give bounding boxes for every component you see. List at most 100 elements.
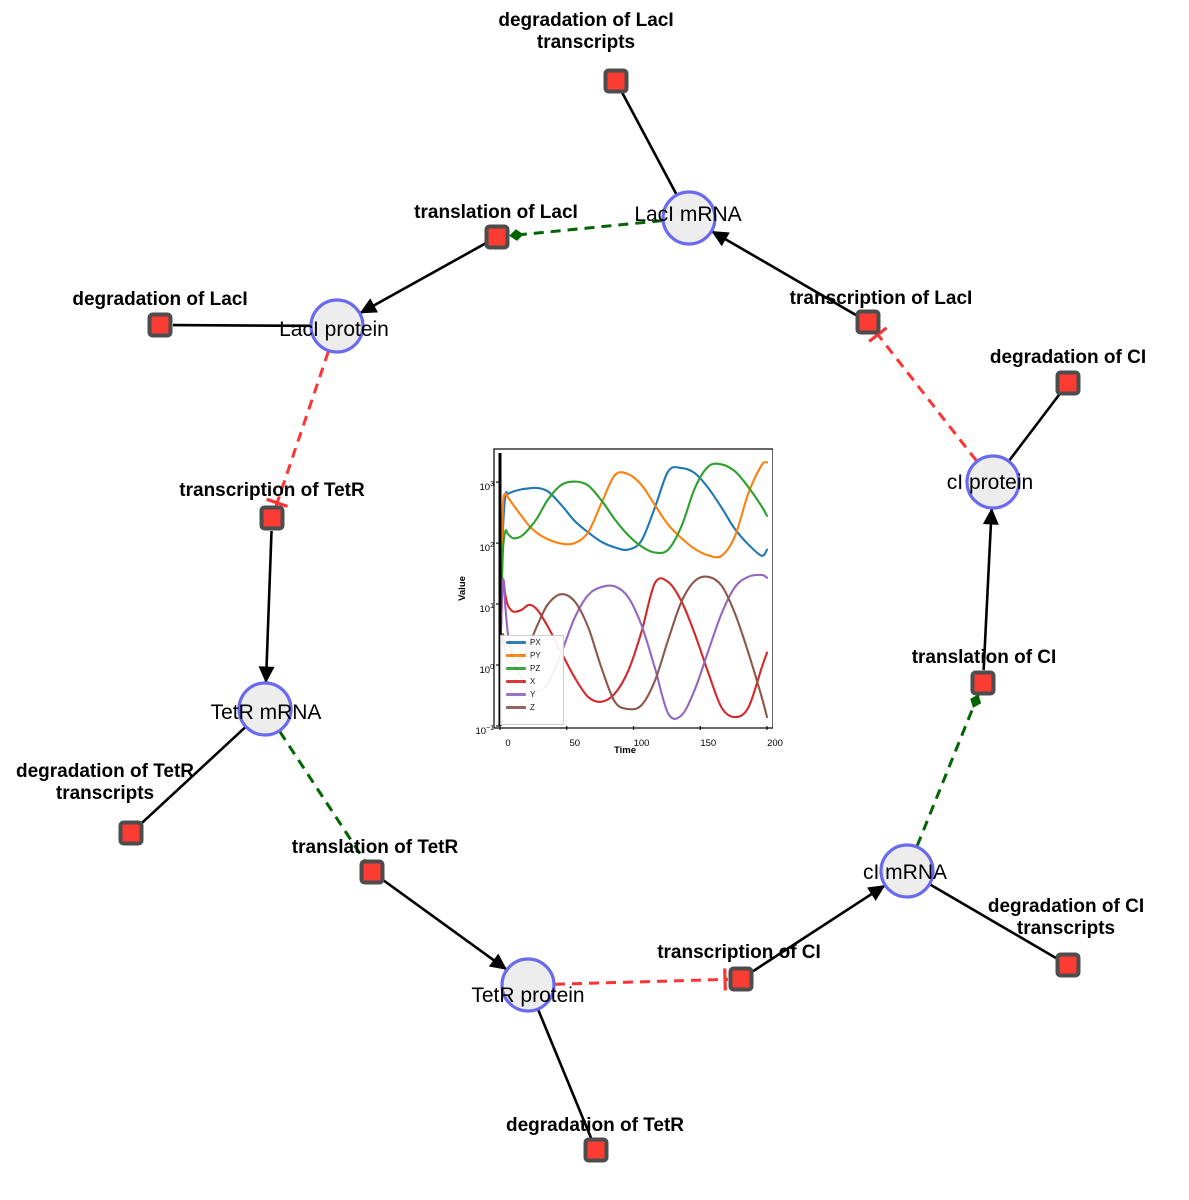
plot-y-ticks: [496, 481, 500, 727]
plot-legend-item: PX: [501, 636, 563, 649]
reaction-label: translation of LacI: [414, 201, 578, 223]
reaction-label: transcription of TetR: [179, 479, 365, 501]
species-label: LacI mRNA: [634, 203, 742, 226]
plot-xlabel: Time: [614, 745, 637, 756]
species-label: TetR protein: [471, 984, 585, 1007]
species-label: cI mRNA: [863, 861, 947, 884]
plot-y-tick-label: 103: [479, 481, 494, 494]
plot-y-tick-label: 101: [479, 603, 494, 616]
reaction-label: degradation of TetR transcripts: [15, 761, 195, 804]
reaction-label: transcription of LacI: [789, 287, 973, 309]
species-label: cI protein: [946, 471, 1034, 494]
reaction-node[interactable]: [855, 309, 881, 335]
species-node[interactable]: [309, 298, 365, 354]
edge-consumption: [537, 1009, 593, 1139]
arrowhead-icon: [711, 230, 730, 247]
legend-label: PX: [530, 638, 541, 647]
plot-frame: 10−1 100 101 102 103 0 50 100 150 200 Time Value…: [457, 443, 783, 762]
plot-legend-item: PZ: [501, 662, 563, 675]
reaction-node[interactable]: [259, 505, 285, 531]
plot-series-line: [498, 577, 769, 719]
plot-x-tick-label: 0: [505, 738, 511, 749]
edge-consumption: [359, 242, 487, 315]
edge-production: [509, 219, 663, 238]
plot-y-tick-label: 100: [479, 664, 494, 677]
reaction-label: transcription of CI: [657, 941, 821, 963]
species-node[interactable]: [661, 190, 717, 246]
plot-legend-item: Y: [501, 688, 563, 701]
legend-label: X: [530, 677, 536, 686]
reaction-node[interactable]: [484, 224, 510, 250]
legend-swatch-icon: [506, 641, 526, 644]
reaction-label: degradation of CI transcripts: [987, 896, 1145, 939]
diamond-head-icon: [970, 694, 982, 708]
diamond-head-icon: [509, 229, 524, 241]
reaction-label: translation of CI: [911, 646, 1057, 668]
reaction-label: degradation of TetR: [505, 1114, 685, 1136]
edge-consumption: [139, 726, 247, 826]
plot-series-line: [498, 460, 769, 667]
inhibition-tbar-icon: [266, 497, 289, 508]
species-node[interactable]: [879, 843, 935, 899]
timecourse-plot-panel: 10−1 100 101 102 103 0 50 100 150 200 Time Value…: [457, 437, 783, 762]
plot-series-line: [498, 466, 769, 667]
species-node[interactable]: [500, 957, 556, 1013]
species-node[interactable]: [965, 454, 1021, 510]
reaction-node[interactable]: [583, 1137, 609, 1163]
edge-inhibition: [874, 331, 978, 462]
edge-inhibition: [554, 977, 729, 986]
plot-x-tick-label: 100: [633, 738, 650, 749]
legend-swatch-icon: [506, 680, 526, 683]
edge-consumption: [620, 91, 678, 195]
reaction-label: degradation of CI: [989, 346, 1147, 368]
plot-x-tick-label: 150: [700, 738, 717, 749]
edge-production: [915, 694, 980, 847]
reaction-node[interactable]: [603, 68, 629, 94]
plot-legend: PX PY PZ X Y Z: [500, 635, 564, 725]
species-label: LacI protein: [279, 318, 389, 341]
plot-legend-item: PY: [501, 649, 563, 662]
arrowhead-icon: [488, 953, 508, 970]
reaction-label: degradation of LacI transcripts: [498, 10, 674, 53]
legend-swatch-icon: [506, 654, 526, 657]
plot-series-line: [498, 462, 769, 667]
edge-consumption: [1008, 392, 1062, 462]
edge-consumption: [264, 530, 273, 683]
legend-swatch-icon: [506, 706, 526, 709]
species-label: TetR mRNA: [210, 701, 322, 724]
plot-x-ticks: [499, 726, 768, 730]
legend-swatch-icon: [506, 693, 526, 696]
reaction-node[interactable]: [1055, 952, 1081, 978]
plot-y-tick-label: 10−1: [475, 725, 494, 738]
edge-consumption: [929, 883, 1058, 960]
plot-ylabel: Value: [456, 576, 468, 601]
reaction-label: translation of TetR: [291, 836, 459, 858]
arrowhead-icon: [359, 298, 379, 314]
reaction-node[interactable]: [728, 966, 754, 992]
edge-consumption: [711, 230, 858, 317]
edge-production: [278, 730, 367, 862]
reaction-node[interactable]: [118, 820, 144, 846]
reaction-node[interactable]: [359, 859, 385, 885]
inhibition-tbar-icon: [868, 326, 888, 343]
species-node[interactable]: [237, 681, 293, 737]
reaction-node[interactable]: [970, 670, 996, 696]
legend-label: PZ: [530, 664, 541, 673]
arrowhead-icon: [258, 666, 275, 684]
legend-label: PY: [530, 651, 541, 660]
plot-legend-item: Z: [501, 701, 563, 714]
arrowhead-icon: [867, 885, 886, 901]
edge-consumption: [751, 884, 886, 974]
inhibition-tbar-icon: [723, 968, 727, 991]
legend-label: Z: [530, 703, 535, 712]
reaction-node[interactable]: [1055, 370, 1081, 396]
plot-x-tick-label: 200: [767, 738, 783, 749]
reaction-label: degradation of LacI: [72, 288, 248, 310]
plot-y-tick-label: 102: [479, 542, 494, 555]
edge-consumption: [982, 508, 993, 671]
reaction-node[interactable]: [147, 312, 173, 338]
edge-consumption: [381, 878, 507, 971]
legend-swatch-icon: [506, 667, 526, 670]
